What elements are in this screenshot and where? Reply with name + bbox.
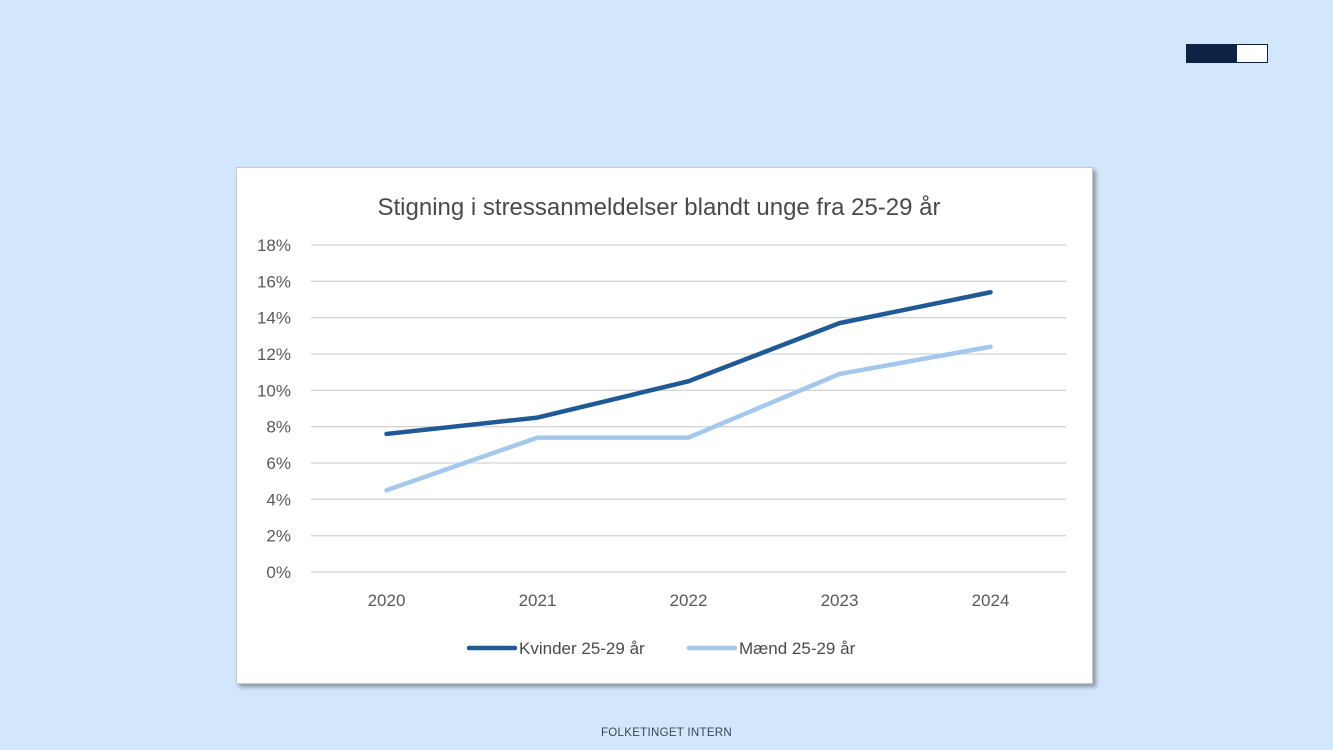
y-tick-label: 4% — [266, 490, 291, 509]
legend-label: Mænd 25-29 år — [739, 639, 856, 658]
y-tick-label: 0% — [266, 563, 291, 582]
legend-label: Kvinder 25-29 år — [519, 639, 645, 658]
series-line-1 — [384, 344, 993, 493]
y-tick-label: 6% — [266, 454, 291, 473]
x-tick-label: 2021 — [519, 591, 557, 610]
progress-badge-fill — [1187, 45, 1238, 62]
line-chart: Stigning i stressanmeldelser blandt unge… — [257, 194, 1066, 658]
chart-card: Stigning i stressanmeldelser blandt unge… — [236, 167, 1093, 684]
y-tick-label: 8% — [266, 418, 291, 437]
progress-badge — [1186, 44, 1268, 63]
chart-title: Stigning i stressanmeldelser blandt unge… — [378, 194, 941, 221]
y-tick-label: 12% — [257, 345, 291, 364]
y-tick-label: 18% — [257, 236, 291, 255]
footer-label: FOLKETINGET INTERN — [600, 727, 733, 739]
x-tick-label: 2022 — [670, 591, 708, 610]
x-tick-label: 2024 — [972, 591, 1010, 610]
y-tick-label: 16% — [257, 272, 291, 291]
x-tick-label: 2023 — [821, 591, 859, 610]
y-tick-label: 14% — [257, 309, 291, 328]
y-tick-label: 10% — [257, 381, 291, 400]
y-tick-label: 2% — [266, 527, 291, 546]
x-tick-label: 2020 — [368, 591, 406, 610]
